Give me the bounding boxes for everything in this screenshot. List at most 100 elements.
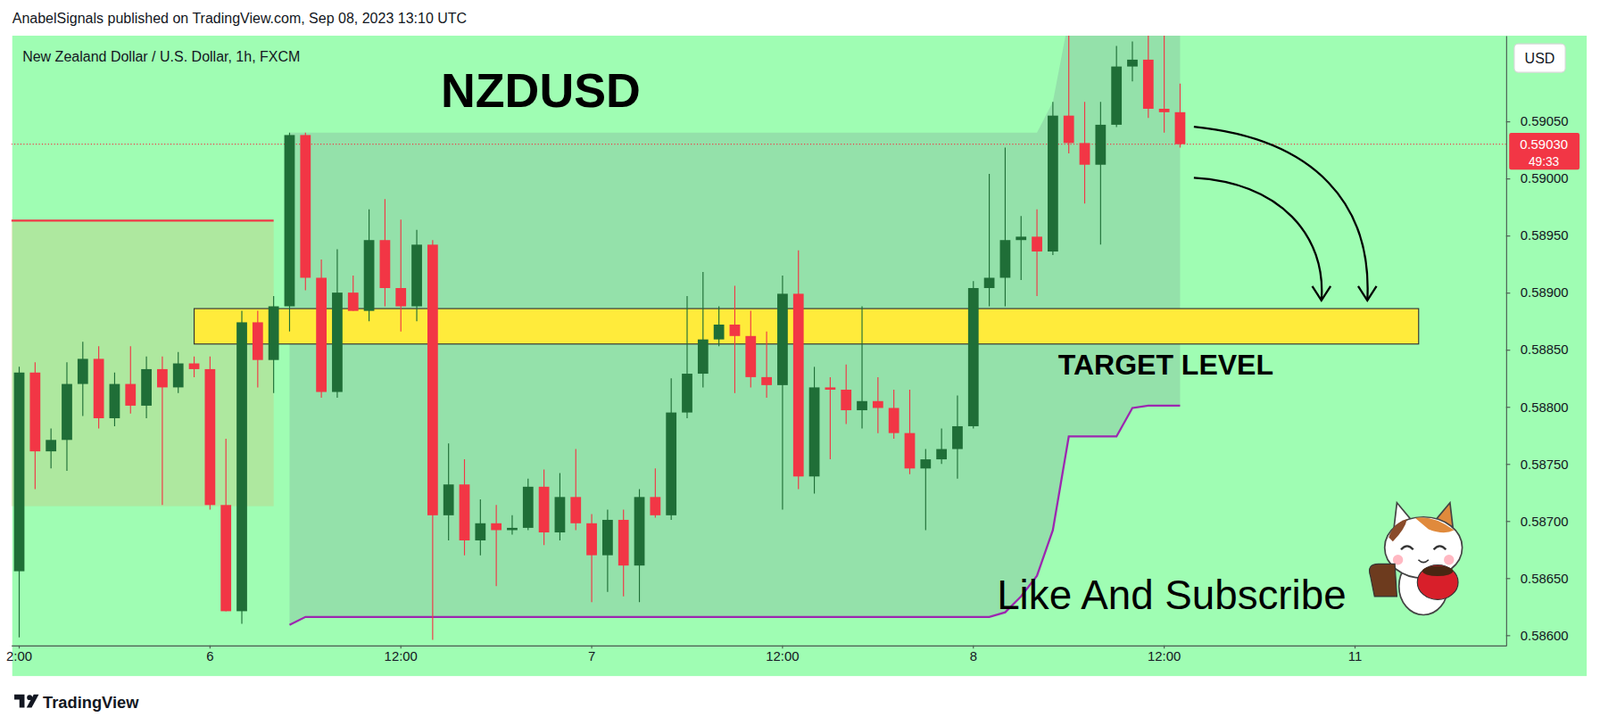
candle-body xyxy=(109,384,121,419)
candle-body xyxy=(61,384,73,441)
cat-patch xyxy=(1415,517,1454,533)
candle xyxy=(681,296,693,419)
candle xyxy=(856,306,868,430)
footer-logo xyxy=(14,695,39,709)
arrow-curve xyxy=(1193,126,1368,301)
candle-body xyxy=(1063,116,1075,144)
x-tick: 6 xyxy=(206,646,214,664)
arrow-curve xyxy=(1193,177,1322,301)
x-tick-label: 2:00 xyxy=(6,649,33,664)
x-tick-mark xyxy=(1354,646,1356,649)
candle xyxy=(809,366,821,494)
candle xyxy=(1127,41,1138,82)
candle-body xyxy=(1175,112,1186,145)
candle-body xyxy=(602,520,614,556)
y-axis: 0.586000.586500.587000.587500.588000.588… xyxy=(1506,36,1569,647)
candle xyxy=(1110,46,1122,128)
candle-body xyxy=(157,369,168,388)
candle-body xyxy=(586,523,597,556)
candle-body xyxy=(315,277,327,392)
candle xyxy=(411,230,423,322)
candle xyxy=(1175,83,1186,149)
candle-body xyxy=(364,240,375,311)
candle-body xyxy=(331,292,343,392)
candle xyxy=(649,468,661,518)
candle-wick xyxy=(1020,215,1022,281)
candle xyxy=(952,395,963,479)
x-tick: 12:00 xyxy=(1147,646,1181,664)
candle-body xyxy=(538,487,550,533)
candle-body xyxy=(1015,236,1027,241)
x-axis: 2:00612:00712:00812:0011 xyxy=(6,646,1507,664)
candle xyxy=(825,377,837,460)
x-tick-label: 8 xyxy=(969,649,978,664)
candle xyxy=(1063,35,1075,154)
y-tick: 0.58800 xyxy=(1506,400,1569,415)
candle-body xyxy=(1031,236,1043,252)
candle-body xyxy=(1079,142,1091,165)
candle-body xyxy=(984,277,995,289)
x-tick: 8 xyxy=(969,646,978,664)
arrow-head xyxy=(1358,286,1377,301)
y-tick-mark xyxy=(1506,464,1511,465)
x-tick-label: 7 xyxy=(588,649,596,664)
y-tick-mark xyxy=(1506,635,1511,637)
candle xyxy=(793,250,805,490)
annotation-text: Like And Subscribe xyxy=(996,572,1346,619)
cat-patch xyxy=(1388,519,1408,542)
candle xyxy=(745,311,756,389)
candle-body xyxy=(872,401,884,409)
candle-body xyxy=(252,322,264,360)
candle-body xyxy=(856,401,868,411)
cat-mouth xyxy=(1417,560,1428,564)
logo-mark xyxy=(26,695,40,709)
candle-wick xyxy=(1163,35,1165,133)
candle-wick xyxy=(766,331,768,398)
y-tick: 0.58650 xyxy=(1506,572,1569,587)
candle xyxy=(268,296,280,394)
candle xyxy=(936,429,947,465)
candle xyxy=(634,489,646,603)
candle-body xyxy=(1127,59,1138,67)
candle xyxy=(490,505,502,587)
candle xyxy=(315,259,327,398)
y-tick-mark xyxy=(1506,235,1511,237)
resistance-line xyxy=(11,219,274,222)
candle xyxy=(395,219,407,332)
candle xyxy=(157,356,168,506)
y-tick-label: 0.58750 xyxy=(1520,457,1569,473)
x-tick: 2:00 xyxy=(6,646,33,664)
candle-body xyxy=(840,389,852,411)
x-tick-mark xyxy=(972,646,974,649)
y-tick-mark xyxy=(1506,121,1511,123)
x-tick-mark xyxy=(18,646,20,649)
candle xyxy=(777,275,788,511)
plot-area xyxy=(11,35,1507,640)
current-price-box xyxy=(1508,132,1580,170)
candle xyxy=(284,132,296,332)
candle xyxy=(77,341,89,416)
candle-body xyxy=(14,373,25,573)
candle xyxy=(904,389,916,475)
candles xyxy=(14,35,1186,640)
candle-body xyxy=(952,426,963,450)
y-tick: 0.58700 xyxy=(1506,514,1569,530)
candle-body xyxy=(77,358,89,384)
candle xyxy=(586,514,597,604)
candle-wick xyxy=(1036,209,1037,297)
y-tick: 0.58750 xyxy=(1506,457,1569,473)
candle-body xyxy=(284,134,296,307)
candle xyxy=(888,389,900,440)
x-tick: 12:00 xyxy=(384,646,418,664)
countdown-label: 49:33 xyxy=(1528,155,1560,169)
candle-body xyxy=(490,523,502,531)
candle-body xyxy=(506,528,518,531)
currency-label: USD xyxy=(1525,50,1556,67)
coffee-pot xyxy=(1369,563,1398,597)
candle xyxy=(984,174,995,307)
cat-head xyxy=(1384,517,1463,580)
x-tick-mark xyxy=(781,646,783,649)
coffee-surface xyxy=(1422,566,1453,577)
candle xyxy=(920,449,931,531)
cat-eye xyxy=(1434,546,1447,550)
